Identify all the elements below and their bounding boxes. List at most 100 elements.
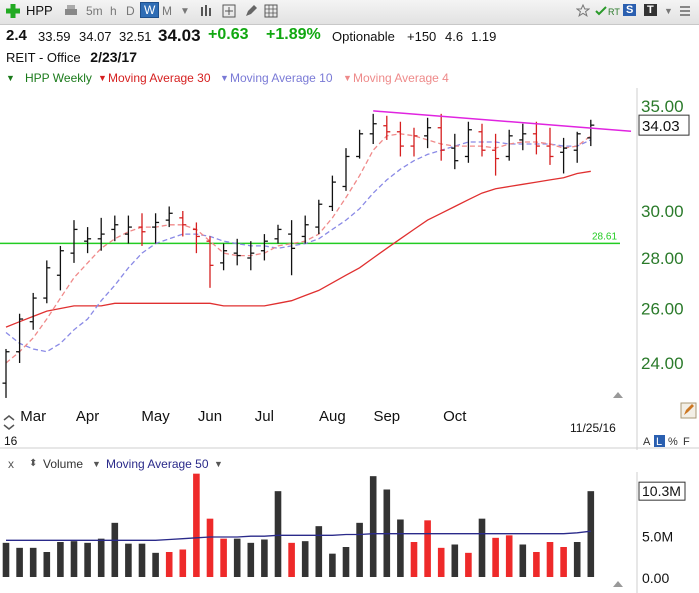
- volume-bar: [301, 541, 309, 577]
- ohlc-bar: [356, 129, 364, 159]
- volume-bar: [437, 547, 445, 577]
- volume-close-icon[interactable]: x: [8, 457, 14, 471]
- legend-series-name[interactable]: HPP Weekly: [25, 71, 92, 85]
- s-badge[interactable]: S: [623, 4, 637, 16]
- legend-volume[interactable]: Volume: [43, 457, 84, 471]
- t-dropdown-icon[interactable]: ▼: [664, 6, 673, 16]
- ma30-dropdown-icon[interactable]: ▼: [98, 73, 107, 83]
- volume-chart[interactable]: 5.0M 0.00 10.3M: [0, 472, 699, 593]
- ohlc-bar: [220, 243, 228, 271]
- ohlc-bar: [288, 220, 296, 276]
- volume-sort-icon[interactable]: ⬍: [29, 458, 38, 469]
- ohlc-bar: [464, 121, 472, 163]
- volume-ma50-line: [6, 530, 591, 541]
- scale-mode-a[interactable]: A: [643, 436, 651, 448]
- layout-grid-icon[interactable]: [264, 4, 278, 18]
- legend-ma30[interactable]: Moving Average 30: [108, 71, 211, 85]
- realtime-label: RT: [608, 7, 620, 17]
- volume-y-tick-label: 5.0M: [642, 528, 673, 544]
- quote-low: 32.51: [119, 29, 152, 44]
- volume-bar: [247, 542, 255, 577]
- price-y-tick-label: 28.00: [641, 249, 684, 268]
- volume-bar: [70, 541, 78, 577]
- timeframe-dropdown-icon[interactable]: ▼: [180, 6, 190, 17]
- volume-bar: [220, 538, 227, 577]
- volume-bar: [587, 491, 595, 577]
- timeframe-h[interactable]: h: [110, 4, 117, 18]
- realtime-icon[interactable]: [594, 4, 608, 18]
- quote-optionable: Optionable: [332, 29, 395, 44]
- ohlc-bar: [410, 127, 418, 157]
- ohlc-bar: [519, 123, 527, 151]
- volume-bar: [519, 544, 527, 577]
- volume-dropdown-icon[interactable]: ▼: [92, 459, 101, 469]
- price-chart[interactable]: 28.61 35.00 30.00 28.00 26.00 24.00 34.03 Mar…: [0, 88, 699, 450]
- price-x-tick-label: Aug: [319, 408, 346, 425]
- ohlc-bar: [43, 260, 51, 304]
- favorite-star-icon[interactable]: [576, 4, 590, 18]
- t-badge[interactable]: T: [644, 4, 657, 16]
- last-price-box: [638, 114, 690, 136]
- quote-date: 2/23/17: [90, 49, 137, 65]
- volume-bar: [152, 552, 159, 577]
- pencil-edit-icon[interactable]: [680, 402, 697, 419]
- resistance-trendline: [373, 110, 632, 133]
- price-x-tick-label: Sep: [373, 408, 400, 425]
- price-bars: [2, 113, 595, 398]
- scroll-up-icon[interactable]: [613, 392, 623, 398]
- volume-scroll-up-icon[interactable]: [613, 581, 623, 587]
- legend-ma4[interactable]: Moving Average 4: [353, 71, 449, 85]
- volume-bar: [29, 547, 37, 577]
- scale-mode-pct[interactable]: %: [668, 436, 678, 448]
- ohlc-bar: [369, 113, 377, 145]
- vol-ma-dropdown-icon[interactable]: ▼: [214, 459, 223, 469]
- bar-style-icon[interactable]: [200, 4, 214, 18]
- volume-bar: [288, 542, 295, 577]
- quote-value-2: 4.6: [445, 29, 464, 44]
- ohlc-bar: [138, 213, 146, 246]
- ma4-line: [5, 133, 592, 364]
- settings-icon[interactable]: [678, 4, 692, 18]
- volume-last-box: [638, 481, 686, 501]
- scale-mode-l[interactable]: L: [656, 436, 662, 448]
- ohlc-bar: [29, 292, 37, 330]
- timeframe-5m[interactable]: 5m: [86, 4, 103, 18]
- trendline-group: [373, 110, 632, 133]
- ohlc-bar: [152, 213, 160, 244]
- chart-date-label: 11/25/16: [570, 421, 616, 435]
- legend-vol-ma50[interactable]: Moving Average 50: [106, 457, 209, 471]
- scale-mode-l-bg[interactable]: [654, 435, 665, 447]
- scale-mode-f[interactable]: F: [683, 436, 690, 448]
- timeframe-m[interactable]: M: [162, 4, 172, 18]
- series-expand-icon[interactable]: ▼: [6, 73, 15, 83]
- quote-value-1: +150: [407, 29, 437, 44]
- legend-ma10[interactable]: Moving Average 10: [230, 71, 333, 85]
- print-icon[interactable]: [64, 4, 78, 18]
- timeframe-d[interactable]: D: [126, 4, 135, 18]
- price-y-tick-label: 30.00: [641, 202, 684, 221]
- price-x-tick-label: Oct: [443, 408, 467, 425]
- ohlc-bar: [97, 217, 105, 251]
- volume-y-tick-label: 0.00: [642, 570, 669, 586]
- symbol-label[interactable]: HPP: [26, 3, 53, 18]
- support-label: 28.61: [592, 231, 617, 242]
- volume-bar: [138, 543, 146, 577]
- ohlc-bar: [165, 206, 173, 228]
- add-symbol-icon[interactable]: [5, 3, 21, 19]
- ohlc-bar: [124, 215, 132, 244]
- ohlc-bar: [260, 234, 268, 261]
- ohlc-bar: [546, 127, 554, 165]
- ma4-dropdown-icon[interactable]: ▼: [343, 73, 352, 83]
- scroll-arrows-icon[interactable]: [3, 415, 15, 430]
- price-y-tick-label: 26.00: [641, 299, 684, 318]
- quote-change-pct: +1.89%: [266, 26, 321, 43]
- ohlc-bar: [2, 348, 10, 398]
- indicator-add-icon[interactable]: [222, 4, 236, 18]
- volume-last-label: 10.3M: [642, 483, 681, 499]
- ma10-dropdown-icon[interactable]: ▼: [220, 73, 229, 83]
- price-x-tick-label: Mar: [20, 408, 46, 425]
- volume-bar: [492, 537, 499, 577]
- ohlc-bar: [192, 222, 200, 254]
- timeframe-w[interactable]: W: [140, 2, 160, 18]
- draw-pencil-icon[interactable]: [244, 4, 258, 18]
